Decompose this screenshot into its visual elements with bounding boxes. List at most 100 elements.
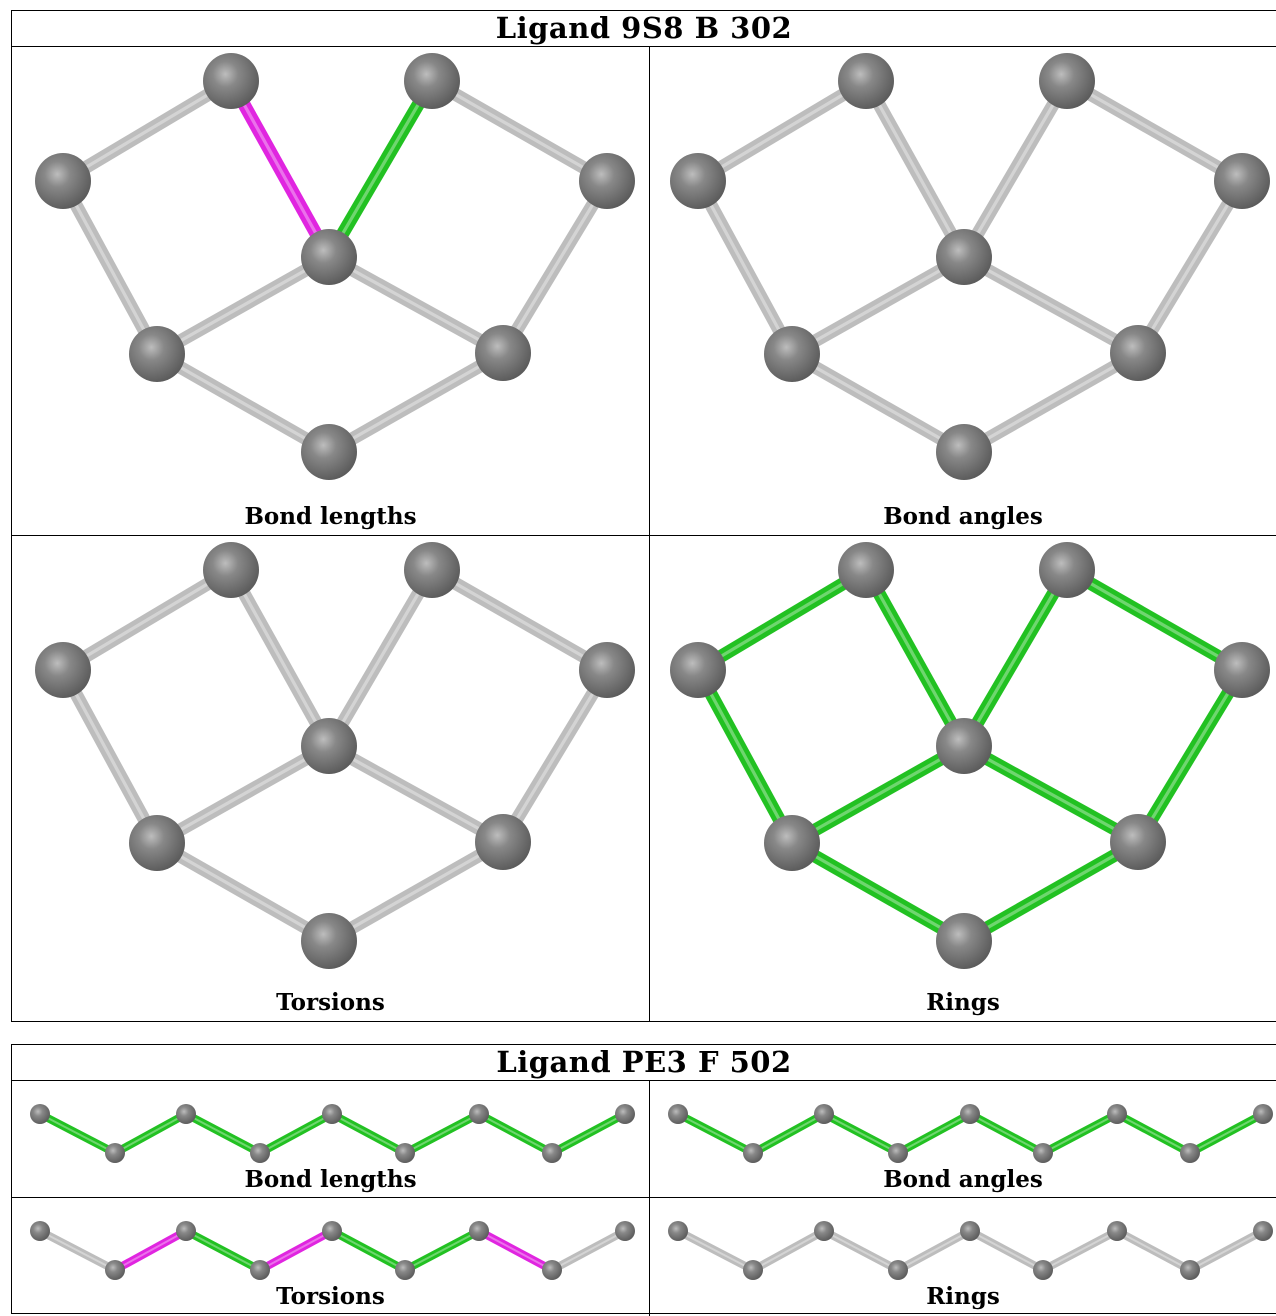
atom-0 bbox=[30, 1104, 50, 1124]
atom-6 bbox=[469, 1104, 489, 1124]
bond-7-8 bbox=[550, 1227, 627, 1274]
atom-7 bbox=[936, 424, 992, 480]
bond-1-2 bbox=[751, 1227, 826, 1274]
bond-2-6 bbox=[325, 740, 507, 848]
atom-2 bbox=[814, 1221, 834, 1241]
bond-0-1 bbox=[694, 75, 870, 187]
bond-shine bbox=[259, 1113, 333, 1154]
panel-caption: Bond lengths bbox=[244, 503, 417, 530]
bond-shine bbox=[156, 744, 330, 845]
atom-3 bbox=[250, 1143, 270, 1163]
atom-5 bbox=[395, 1143, 415, 1163]
bond-shine bbox=[791, 744, 965, 845]
atom-7 bbox=[542, 1143, 562, 1163]
bond-0-5 bbox=[57, 177, 163, 358]
bond-shine bbox=[39, 1230, 116, 1271]
panel-rings: Rings bbox=[650, 536, 1276, 1022]
bond-shine bbox=[823, 1230, 899, 1271]
bond-5-2 bbox=[788, 740, 968, 849]
bond-shine bbox=[551, 1230, 626, 1271]
atom-3 bbox=[250, 1260, 270, 1280]
bond-1-2 bbox=[860, 566, 970, 750]
bond-shine bbox=[62, 568, 232, 672]
atom-4 bbox=[1214, 642, 1270, 698]
atom-6 bbox=[1107, 1221, 1127, 1241]
bond-2-6 bbox=[960, 740, 1142, 848]
bond-shine bbox=[478, 1113, 553, 1154]
bond-6-7 bbox=[477, 1110, 554, 1157]
bond-shine bbox=[185, 1113, 261, 1154]
atom-5 bbox=[764, 326, 820, 382]
bond-shine bbox=[404, 1230, 480, 1271]
bond-shine bbox=[696, 669, 794, 844]
atom-5 bbox=[395, 1260, 415, 1280]
bond-3-4 bbox=[258, 1110, 334, 1157]
atom-4 bbox=[579, 153, 635, 209]
bond-shine bbox=[39, 1113, 116, 1154]
atom-6 bbox=[469, 1221, 489, 1241]
panel-bond-lengths: Bond lengths bbox=[12, 47, 650, 535]
bond-5-7 bbox=[153, 348, 333, 458]
bond-5-7 bbox=[788, 837, 968, 947]
panel-caption: Torsions bbox=[276, 1283, 385, 1310]
bond-shine bbox=[1066, 79, 1243, 183]
atom-3 bbox=[888, 1143, 908, 1163]
bond-0-1 bbox=[38, 1110, 117, 1157]
atom-8 bbox=[615, 1104, 635, 1124]
bond-shine bbox=[156, 255, 330, 356]
bond-shine bbox=[696, 180, 794, 355]
atom-5 bbox=[1033, 1260, 1053, 1280]
atom-1 bbox=[105, 1260, 125, 1280]
atom-4 bbox=[960, 1104, 980, 1124]
panel-caption: Rings bbox=[926, 989, 1000, 1016]
bond-4-5 bbox=[330, 1227, 407, 1274]
bond-0-1 bbox=[38, 1227, 117, 1274]
bond-shine bbox=[259, 1230, 333, 1271]
atom-1 bbox=[105, 1143, 125, 1163]
atom-4 bbox=[322, 1104, 342, 1124]
bond-4-5 bbox=[968, 1227, 1045, 1274]
bond-1-2 bbox=[113, 1227, 188, 1274]
bond-shine bbox=[1189, 1113, 1264, 1154]
bond-2-3 bbox=[323, 566, 438, 750]
bond-5-7 bbox=[788, 348, 968, 458]
bond-shine bbox=[897, 1113, 971, 1154]
ligand-table-9s8: Ligand 9S8 B 302 Bond lengths Bond angle… bbox=[11, 10, 1276, 1022]
molecule-diagram bbox=[670, 53, 1270, 480]
bond-5-2 bbox=[153, 740, 333, 849]
bond-shine bbox=[697, 79, 867, 183]
atom-3 bbox=[404, 53, 460, 109]
atom-1 bbox=[838, 542, 894, 598]
atom-4 bbox=[579, 642, 635, 698]
bond-shine bbox=[114, 1230, 187, 1271]
atom-0 bbox=[35, 642, 91, 698]
bond-3-4 bbox=[1063, 75, 1246, 187]
bond-1-2 bbox=[860, 77, 970, 261]
ligand-title: Ligand PE3 F 502 bbox=[12, 1045, 1276, 1081]
atom-8 bbox=[1253, 1221, 1273, 1241]
bond-7-6 bbox=[960, 347, 1142, 458]
atom-7 bbox=[1180, 1143, 1200, 1163]
bond-shine bbox=[1136, 180, 1244, 354]
bond-shine bbox=[677, 1113, 754, 1154]
atom-2 bbox=[301, 718, 357, 774]
molecule-diagram bbox=[668, 1104, 1273, 1163]
atom-2 bbox=[176, 1221, 196, 1241]
bond-shine bbox=[1136, 669, 1244, 843]
bond-0-5 bbox=[57, 666, 163, 847]
bond-shine bbox=[404, 1113, 480, 1154]
atom-3 bbox=[404, 542, 460, 598]
bond-0-5 bbox=[692, 177, 798, 358]
bond-1-2 bbox=[113, 1110, 188, 1157]
atom-7 bbox=[301, 424, 357, 480]
atom-5 bbox=[1033, 1143, 1053, 1163]
bond-shine bbox=[791, 841, 965, 943]
bond-5-6 bbox=[403, 1227, 481, 1274]
bond-shine bbox=[791, 352, 965, 454]
bond-shine bbox=[114, 1113, 187, 1154]
bond-4-6 bbox=[497, 177, 613, 357]
bond-7-6 bbox=[960, 836, 1142, 947]
bond-6-7 bbox=[1115, 1110, 1192, 1157]
bond-3-4 bbox=[258, 1227, 334, 1274]
molecule-diagram bbox=[30, 1221, 635, 1280]
